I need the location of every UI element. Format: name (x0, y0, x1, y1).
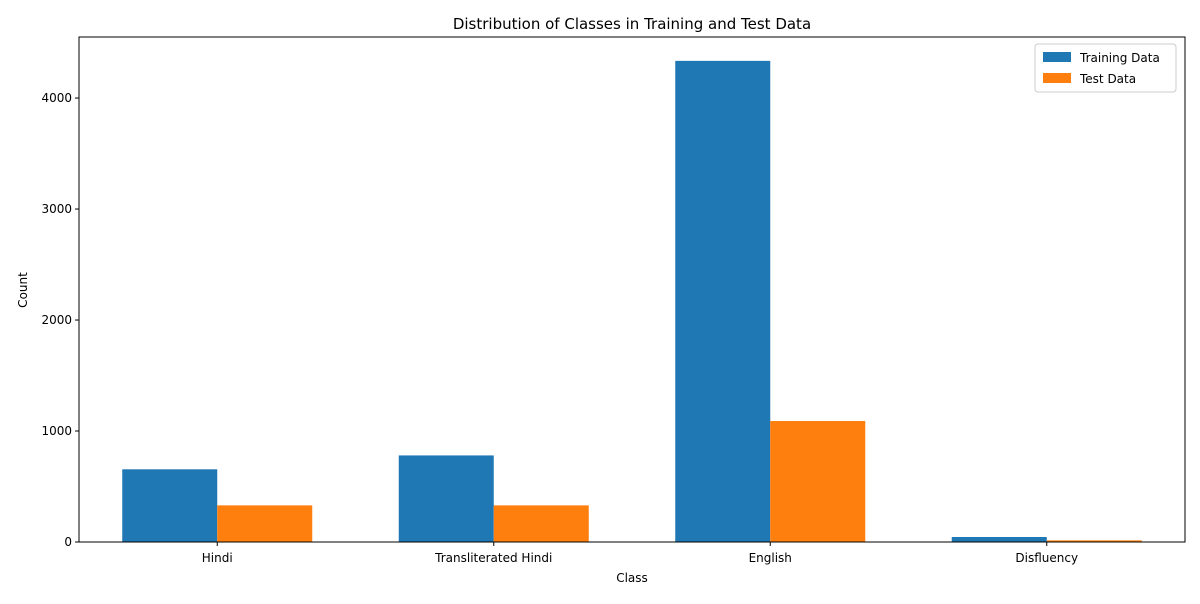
bar-training-3 (951, 537, 1047, 542)
legend-swatch-0 (1043, 52, 1071, 62)
y-tick-label-4: 4000 (41, 91, 72, 105)
bar-training-2 (675, 60, 771, 542)
bar-test-3 (1046, 540, 1142, 542)
x-tick-label-2: English (749, 551, 792, 565)
legend: Training Data Test Data (1034, 43, 1177, 93)
plot-frame (78, 36, 1186, 543)
y-tick-label-2: 2000 (41, 313, 72, 327)
bar-test-0 (217, 505, 313, 542)
bar-training-0 (122, 469, 218, 542)
bar-training-1 (398, 455, 494, 542)
x-tick-label-0: Hindi (202, 551, 233, 565)
bar-test-2 (770, 421, 866, 542)
x-tick-label-3: Disfluency (1015, 551, 1078, 565)
y-tick-label-3: 3000 (41, 202, 72, 216)
legend-swatch-1 (1043, 73, 1071, 83)
y-axis-label: Count (16, 272, 30, 308)
y-tick-label-1: 1000 (41, 424, 72, 438)
x-tick-label-1: Transliterated Hindi (434, 551, 552, 565)
bar-test-1 (493, 505, 589, 542)
chart-title: Distribution of Classes in Training and … (453, 15, 811, 33)
plot-area: Hindi Transliterated Hindi English Disfluen… (41, 36, 1186, 565)
y-tick-label-0: 0 (64, 535, 72, 549)
x-axis-label: Class (616, 571, 648, 585)
legend-label-1: Test Data (1079, 72, 1136, 86)
legend-label-0: Training Data (1079, 51, 1160, 65)
